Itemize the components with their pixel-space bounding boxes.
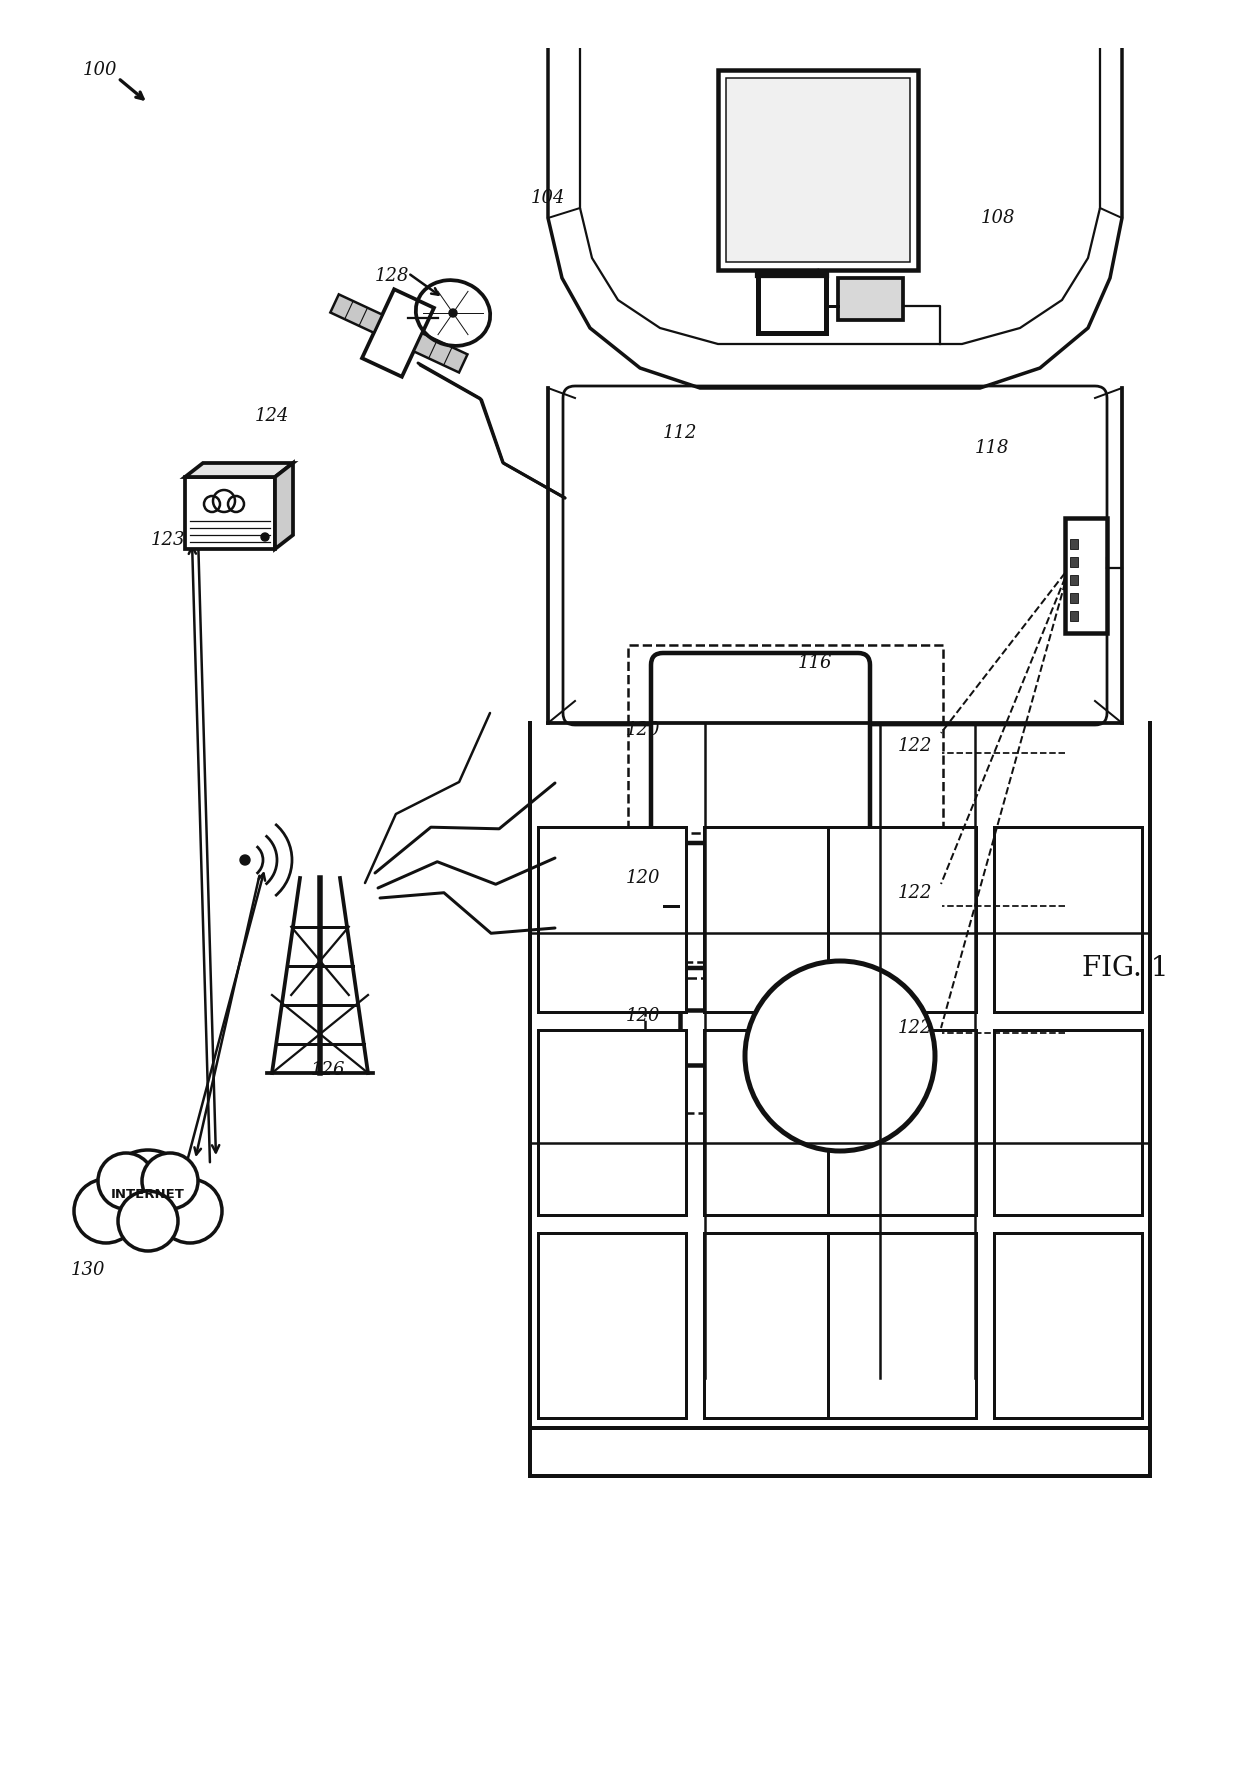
Text: 120: 120 (626, 870, 660, 888)
Circle shape (157, 1179, 222, 1243)
Text: 122: 122 (898, 737, 932, 755)
Bar (828, 1232, 976, 1418)
Bar (645, 962, 866, 1114)
Text: 126: 126 (311, 1061, 345, 1078)
Text: 122: 122 (898, 884, 932, 902)
Polygon shape (275, 463, 293, 550)
Bar (1070, 557, 1078, 568)
Bar (994, 1232, 1142, 1418)
Bar (621, 833, 926, 978)
Bar (1065, 518, 1107, 633)
Circle shape (449, 309, 458, 316)
Text: 130: 130 (71, 1261, 105, 1278)
Bar (704, 827, 852, 1011)
Circle shape (103, 1149, 193, 1239)
Bar (828, 1031, 976, 1215)
Bar (185, 477, 275, 550)
Bar (994, 827, 1142, 1011)
Bar (529, 1429, 1149, 1476)
Circle shape (143, 1153, 198, 1209)
Circle shape (241, 856, 250, 865)
Circle shape (98, 1153, 154, 1209)
Bar (704, 1031, 852, 1215)
Text: 120: 120 (626, 1008, 660, 1025)
FancyBboxPatch shape (646, 843, 851, 969)
Polygon shape (330, 293, 382, 332)
Bar (1070, 539, 1078, 550)
Bar (718, 71, 918, 271)
Text: 124: 124 (254, 407, 289, 424)
Text: 128: 128 (374, 267, 409, 285)
Circle shape (260, 532, 269, 541)
Polygon shape (414, 332, 467, 373)
Text: 116: 116 (797, 654, 832, 672)
Circle shape (745, 962, 935, 1151)
Bar (1070, 612, 1078, 621)
Text: 118: 118 (975, 438, 1009, 456)
Bar (538, 1031, 686, 1215)
Text: 122: 122 (898, 1018, 932, 1038)
Bar (627, 645, 942, 859)
Bar (714, 1064, 746, 1093)
Bar (994, 1031, 1142, 1215)
Text: 120: 120 (626, 721, 660, 739)
Bar (828, 827, 976, 1011)
Text: 123: 123 (151, 530, 185, 550)
Bar (714, 983, 746, 1011)
FancyBboxPatch shape (651, 652, 870, 852)
Circle shape (74, 1179, 138, 1243)
Bar (538, 1232, 686, 1418)
Bar (758, 276, 826, 332)
Bar (680, 1010, 780, 1064)
Circle shape (118, 1192, 179, 1252)
Bar (1070, 592, 1078, 603)
Bar (1070, 575, 1078, 585)
Text: 108: 108 (981, 209, 1016, 226)
Bar (704, 1232, 852, 1418)
Text: INTERNET: INTERNET (112, 1188, 185, 1202)
Bar (725, 78, 910, 262)
Text: 104: 104 (531, 189, 565, 207)
Text: FIG. 1: FIG. 1 (1083, 955, 1168, 981)
Bar (538, 827, 686, 1011)
Bar (838, 278, 903, 320)
Text: 100: 100 (83, 62, 118, 80)
Polygon shape (362, 290, 434, 377)
Text: 112: 112 (662, 424, 697, 442)
Polygon shape (185, 463, 293, 477)
